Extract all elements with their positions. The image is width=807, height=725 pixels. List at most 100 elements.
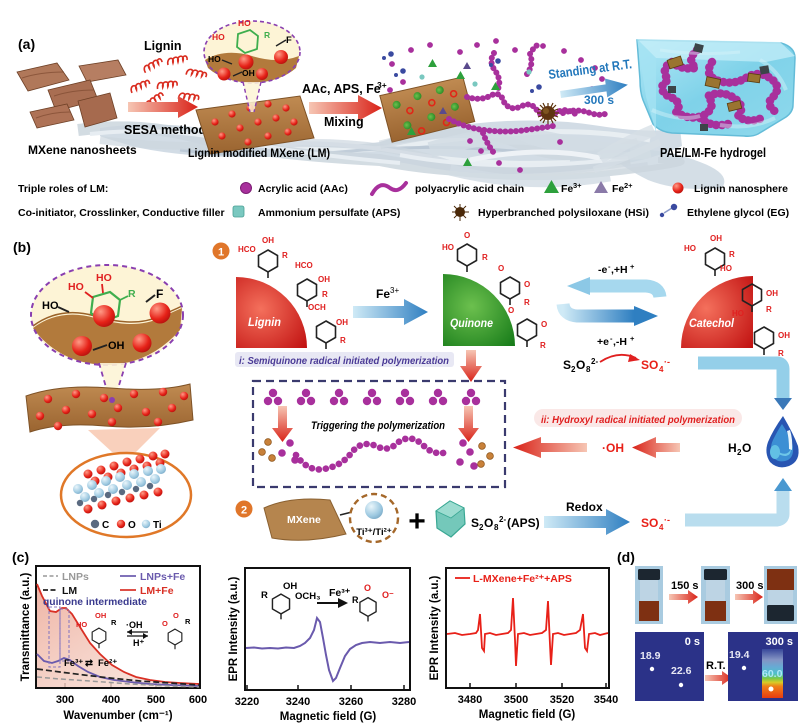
svg-text:SO: SO: [641, 358, 658, 372]
svg-text:300 s: 300 s: [584, 93, 614, 107]
svg-text:3500: 3500: [504, 694, 528, 706]
svg-text:Triple roles of LM:: Triple roles of LM:: [18, 183, 108, 195]
svg-text:HCO: HCO: [238, 245, 256, 254]
svg-text:150 s: 150 s: [671, 580, 699, 592]
svg-text:300 s: 300 s: [736, 580, 764, 592]
svg-text:Magnetic field (G): Magnetic field (G): [479, 709, 576, 721]
svg-text:+e: +e: [597, 336, 609, 348]
svg-text:+: +: [408, 505, 426, 538]
svg-text:Lignin nanosphere: Lignin nanosphere: [694, 183, 788, 195]
svg-text:2-: 2-: [591, 357, 598, 366]
svg-text:HO: HO: [42, 300, 59, 312]
svg-text:+: +: [630, 334, 635, 343]
svg-text:OH: OH: [710, 234, 722, 243]
svg-text:Transmittance (a.u.): Transmittance (a.u.): [20, 573, 32, 682]
svg-text:60.0: 60.0: [762, 668, 783, 680]
svg-text:Ammonium persulfate (APS): Ammonium persulfate (APS): [258, 207, 400, 219]
svg-text:Fe²⁺: Fe²⁺: [98, 658, 117, 669]
svg-text:R: R: [282, 251, 288, 260]
svg-text:OH: OH: [242, 68, 255, 78]
svg-text:2: 2: [737, 448, 742, 457]
svg-text:22.6: 22.6: [671, 665, 692, 677]
svg-text:R: R: [729, 250, 735, 259]
svg-text:HO: HO: [76, 620, 87, 629]
svg-text:O: O: [541, 320, 547, 329]
svg-text:Acrylic acid (AAc): Acrylic acid (AAc): [258, 183, 348, 195]
svg-text:quinone intermediate: quinone intermediate: [43, 596, 147, 608]
svg-text:HO: HO: [720, 264, 732, 273]
svg-text:Fe: Fe: [612, 183, 624, 195]
svg-text:Triggering the polymerization: Triggering the polymerization: [311, 420, 445, 432]
svg-text:R: R: [185, 617, 191, 626]
svg-text:Redox: Redox: [566, 500, 603, 514]
svg-text:S: S: [563, 358, 571, 372]
svg-text:2: 2: [241, 505, 247, 517]
svg-text:polyacrylic acid chain: polyacrylic acid chain: [415, 183, 524, 195]
svg-text:LNPs: LNPs: [62, 571, 89, 583]
svg-text:O: O: [128, 520, 136, 531]
svg-text:Co-initiator, Crosslinker, Con: Co-initiator, Crosslinker, Conductive fi…: [18, 207, 225, 219]
svg-text:S: S: [471, 516, 479, 530]
svg-text:·-: ·-: [664, 515, 670, 525]
svg-text:Hyperbranched polysiloxane (HS: Hyperbranched polysiloxane (HSi): [478, 207, 649, 219]
svg-text:3480: 3480: [458, 694, 482, 706]
svg-text:R: R: [352, 595, 359, 605]
svg-text:O: O: [484, 516, 493, 530]
svg-text:(b): (b): [13, 239, 31, 255]
svg-text:HO: HO: [212, 32, 225, 42]
svg-text:PAE/LM-Fe hydrogel: PAE/LM-Fe hydrogel: [660, 146, 766, 160]
svg-text:,-H: ,-H: [613, 336, 627, 348]
svg-text:2-: 2-: [499, 515, 506, 524]
svg-text:O: O: [524, 280, 530, 289]
svg-text:4: 4: [659, 523, 664, 532]
svg-text:⇄: ⇄: [85, 658, 94, 669]
svg-text:O: O: [742, 441, 751, 455]
svg-text:OH: OH: [778, 331, 790, 340]
svg-text:3+: 3+: [377, 80, 387, 90]
svg-text:OCH₃: OCH₃: [295, 591, 321, 602]
svg-text:OCH: OCH: [308, 303, 326, 312]
svg-text:3260: 3260: [339, 696, 363, 708]
svg-text:Mixing: Mixing: [324, 115, 364, 129]
svg-text:O: O: [498, 264, 504, 273]
svg-text:R: R: [111, 618, 117, 627]
svg-text:OH: OH: [766, 289, 778, 298]
svg-text:O: O: [576, 358, 585, 372]
svg-text:R: R: [261, 590, 268, 601]
svg-text:L-MXene+Fe²⁺+APS: L-MXene+Fe²⁺+APS: [473, 573, 572, 585]
svg-text:(APS): (APS): [507, 516, 540, 530]
svg-text:1: 1: [218, 247, 224, 259]
svg-text:Fe³⁺: Fe³⁺: [329, 587, 351, 599]
svg-text:HO: HO: [96, 272, 112, 284]
svg-text:OH: OH: [318, 275, 330, 284]
svg-text:R: R: [540, 341, 546, 350]
svg-text:O⁻: O⁻: [382, 590, 394, 600]
svg-text:Lignin: Lignin: [248, 317, 281, 329]
svg-text:EPR Intensity (a.u.): EPR Intensity (a.u.): [429, 575, 441, 680]
svg-text:HO: HO: [208, 54, 221, 64]
svg-text:F: F: [286, 35, 292, 46]
svg-text:Fe³⁺: Fe³⁺: [64, 658, 83, 669]
svg-text:i: Semiquinone radical initia: i: Semiquinone radical initiated polymer…: [239, 355, 449, 367]
svg-text:·OH: ·OH: [126, 620, 143, 630]
svg-text:Wavenumber (cm⁻¹): Wavenumber (cm⁻¹): [63, 710, 172, 722]
svg-text:Lignin: Lignin: [144, 39, 182, 53]
svg-text:MXene nanosheets: MXene nanosheets: [28, 143, 137, 157]
svg-text:·-: ·-: [664, 357, 670, 367]
svg-text:-e: -e: [598, 264, 607, 276]
svg-text:O: O: [508, 306, 514, 315]
svg-text:2: 2: [479, 523, 484, 532]
svg-text:3520: 3520: [550, 694, 574, 706]
svg-text:4: 4: [659, 365, 664, 374]
svg-text:OH: OH: [262, 236, 274, 245]
svg-text:ii: Hydroxyl radical initiated: ii: Hydroxyl radical initiated polymeriz…: [541, 414, 735, 426]
svg-text:Ethylene glycol (EG): Ethylene glycol (EG): [687, 207, 789, 219]
svg-text:R: R: [340, 336, 346, 345]
svg-text:HO: HO: [684, 244, 696, 253]
svg-text:Lignin modified MXene (LM): Lignin modified MXene (LM): [188, 146, 330, 160]
svg-text:Fe: Fe: [561, 183, 573, 195]
svg-text:300 s: 300 s: [765, 636, 793, 648]
svg-text:3220: 3220: [235, 696, 259, 708]
svg-text:8: 8: [494, 523, 499, 532]
svg-text:Magnetic field (G): Magnetic field (G): [280, 711, 377, 723]
